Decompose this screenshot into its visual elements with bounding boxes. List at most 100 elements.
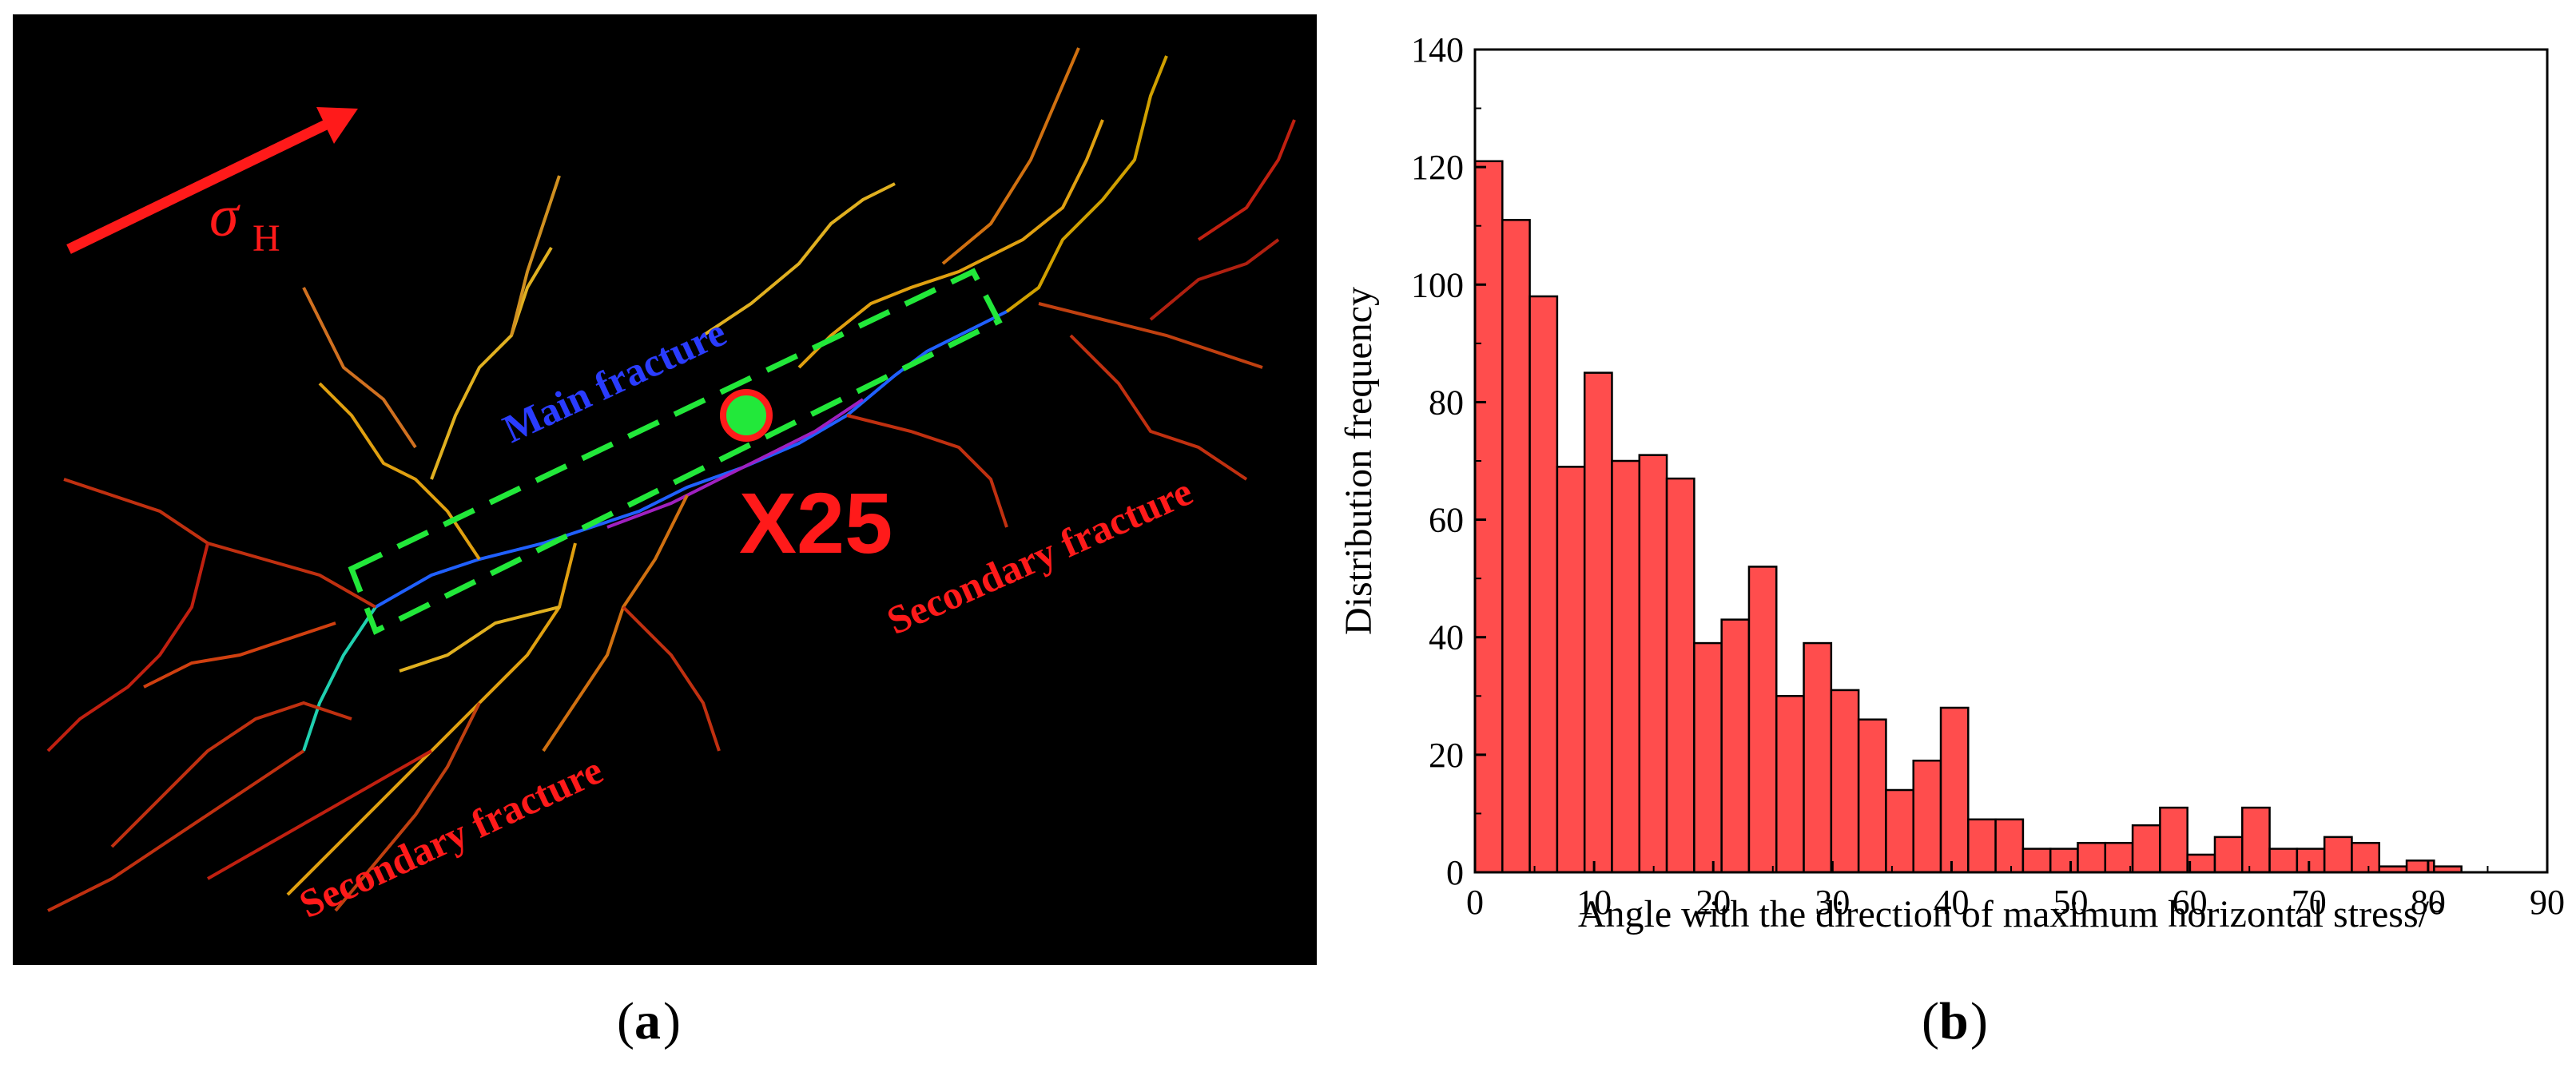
histogram-bar [2241,806,2271,874]
histogram-bar [1994,818,2025,874]
x-tick-label: 30 [1815,883,1850,922]
secondary-fracture-lower [110,701,352,848]
secondary-fracture-upper [941,47,1080,265]
panel-b-caption-letter: b [1939,992,1969,1050]
secondary-fracture-lower [399,605,560,673]
histogram-bar [2213,836,2244,874]
secondary-fracture-lower [334,702,481,912]
caption-paren-open: ( [617,992,634,1050]
caption-paren-close: ) [1970,992,1988,1050]
histogram-bar [1803,641,1833,874]
caption-paren-close: ) [663,992,681,1050]
x-tick-label: 10 [1576,883,1612,922]
x-tick-label: 60 [2173,883,2208,922]
histogram-bar [1939,706,1970,874]
histogram-bar [1912,759,1942,874]
secondary-fracture-left [47,749,305,912]
secondary-fracture-upper [797,119,1104,369]
histogram-bars [1473,160,2463,874]
histogram-bar [1529,295,1559,874]
histogram-bar [2131,824,2161,874]
histogram-bar [2186,853,2216,874]
histogram-bar [1885,788,1914,874]
stress-arrow-head [316,107,358,144]
panel-a-caption-letter: a [634,992,661,1050]
panel-b-caption: ( b ) [1922,992,1988,1050]
histogram-bar [2159,806,2188,874]
x-tick-label: 20 [1695,883,1731,922]
histogram-bar [1611,459,1641,874]
x-axis-label: Angle with the direction of maximum hori… [1578,893,2444,935]
secondary-fracture-upper [1005,55,1168,313]
x-axis-ticks: 0 10 20 30 40 50 60 70 80 90 [1466,861,2565,922]
secondary-fracture-upper [702,182,896,337]
y-tick-label: 60 [1429,501,1464,540]
secondary-fracture-left [143,621,336,689]
x-tick-label: 90 [2530,883,2565,922]
y-tick-label: 120 [1411,148,1464,187]
x-tick-label: 80 [2411,883,2446,922]
y-tick-label: 100 [1411,265,1464,304]
y-axis-label: Distribution frequency [1338,287,1380,635]
histogram-bar [2323,836,2353,874]
secondary-fracture-upper [1038,302,1263,369]
secondary-fracture-lower [286,542,577,896]
x-tick-label: 0 [1466,883,1484,922]
histogram-bar [2049,848,2079,874]
sigma-subscript: H [252,217,280,260]
main-fracture-box [348,268,1003,635]
x-tick-label: 40 [1934,883,1969,922]
histogram-bar [2077,841,2107,874]
panel-a-caption: ( a ) [617,992,681,1050]
well-marker [720,389,773,442]
secondary-fracture-lower [542,494,689,752]
y-axis-ticks: 0 20 40 60 80 100 120 140 [1411,30,1486,892]
histogram-bar [1583,371,1613,874]
y-tick-label: 20 [1429,736,1464,775]
histogram-bar [1693,641,1723,874]
secondary-fracture-upper [1197,119,1296,241]
fracture-branch [302,605,377,752]
histogram-bar [1638,454,1668,874]
fracture-network [46,47,1296,912]
histogram-bar [2268,848,2299,874]
histogram-bar [1747,566,1778,874]
histogram-bar [1967,818,1997,874]
secondary-fracture-upper [846,414,1008,528]
secondary-fracture-upper [1069,334,1248,481]
stress-arrow-shaft [66,120,328,254]
y-tick-label: 0 [1446,853,1464,892]
histogram-bar [2104,841,2134,874]
secondary-fracture-upper [1149,238,1280,321]
well-label: X25 [739,474,892,571]
histogram-bar [1501,219,1531,874]
secondary-fracture-left [302,287,417,449]
histogram-bar [1665,477,1695,874]
histogram-bar [1775,695,1805,874]
secondary-fracture-left [46,542,209,752]
secondary-fracture-lower [622,605,721,752]
main-fracture-trace [375,310,1008,609]
x-tick-label: 50 [2053,883,2089,922]
histogram-bar [1830,689,1860,874]
y-tick-label: 40 [1429,618,1464,657]
secondary-fracture-left [510,175,561,336]
y-tick-label: 80 [1429,383,1464,422]
histogram-bar [2296,848,2326,874]
sigma-symbol: σ [209,184,241,249]
histogram-bar [2021,848,2052,874]
histogram-bar [2351,841,2381,874]
histogram-bar [1473,160,1504,874]
caption-paren-open: ( [1922,992,1939,1050]
secondary-fracture-lower [207,749,432,880]
y-tick-label: 140 [1411,30,1464,69]
x-tick-label: 70 [2292,883,2327,922]
histogram-bar [1857,718,1887,874]
histogram-bar [1720,618,1751,874]
secondary-fracture-left [430,246,553,480]
histogram-bar [1556,466,1586,874]
histogram-bar [2405,860,2435,874]
main-fracture-core [606,398,865,529]
